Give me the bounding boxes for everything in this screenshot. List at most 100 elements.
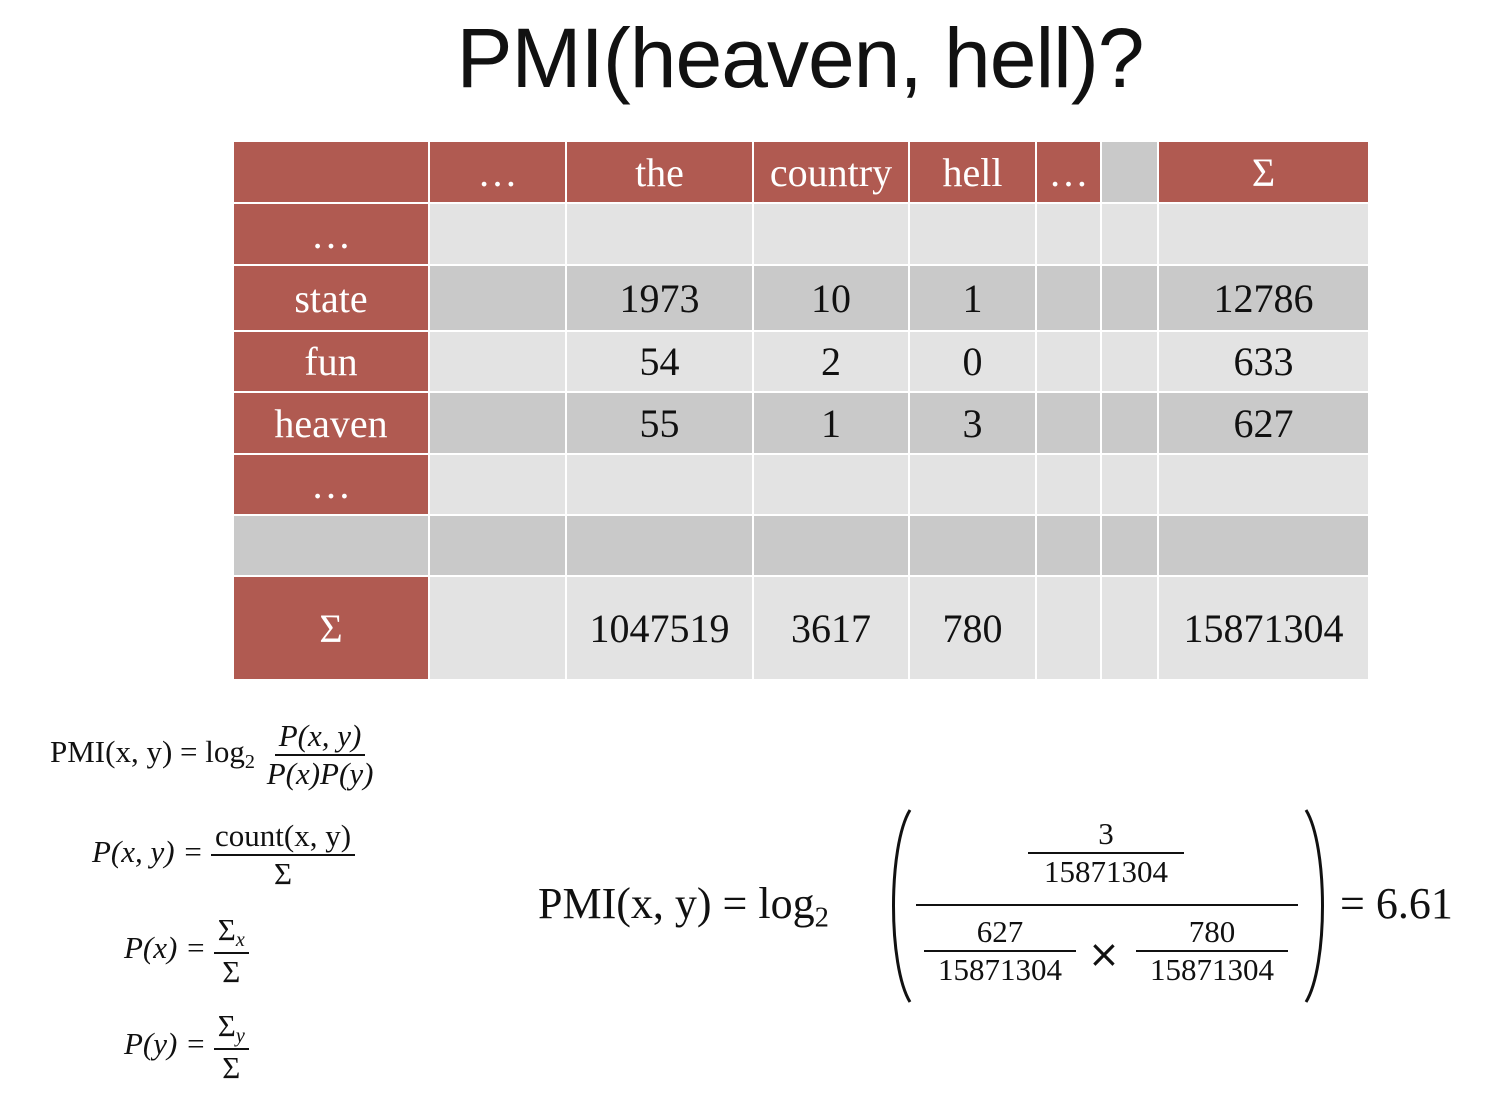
table-cell xyxy=(910,204,1037,266)
row-header: … xyxy=(234,204,430,266)
log-base: 2 xyxy=(244,750,255,773)
table-cell xyxy=(1102,577,1159,681)
column-header-ellipsis-left: … xyxy=(430,142,567,204)
py-lhs: P(y) = xyxy=(124,1026,207,1062)
table-cell xyxy=(430,577,567,681)
calc-log-base: 2 xyxy=(814,902,829,934)
table-cell xyxy=(1102,393,1159,455)
table-cell xyxy=(1037,266,1102,332)
table-cell: 780 xyxy=(910,577,1037,681)
table-cell xyxy=(1102,266,1159,332)
x-count: 627 xyxy=(976,914,1024,949)
column-header-ellipsis-right: … xyxy=(1037,142,1102,204)
table-cell: 0 xyxy=(910,332,1037,393)
table-cell xyxy=(430,516,567,577)
table-cell xyxy=(910,516,1037,577)
calc-lhs: PMI(x, y) = xyxy=(538,879,748,928)
table-cell: 55 xyxy=(567,393,754,455)
table-cell xyxy=(430,266,567,332)
px-definition: P(x) = Σx Σ xyxy=(124,912,249,990)
table-cell: 1 xyxy=(754,393,910,455)
py-subscript: y xyxy=(235,1025,245,1048)
column-header-sum: Σ xyxy=(1159,142,1370,204)
table-cell xyxy=(1037,204,1102,266)
table-cell: 15871304 xyxy=(1159,577,1370,681)
px-fraction: Σx Σ xyxy=(213,912,249,990)
table-cell xyxy=(430,332,567,393)
table-cell xyxy=(430,204,567,266)
table-cell xyxy=(1037,332,1102,393)
left-paren xyxy=(892,809,912,1003)
row-header: Σ xyxy=(234,577,430,681)
column-header-spacer xyxy=(1102,142,1159,204)
table-cell xyxy=(1037,577,1102,681)
row-header: fun xyxy=(234,332,430,393)
table-cell xyxy=(1102,516,1159,577)
slide-title: PMI(heaven, hell)? xyxy=(456,11,1144,105)
pmi-definition: PMI(x, y) = log2 P(x, y) P(x)P(y) xyxy=(50,718,377,791)
table-cell xyxy=(910,455,1037,516)
table-cell xyxy=(754,455,910,516)
table-cell xyxy=(567,204,754,266)
table-cell xyxy=(430,393,567,455)
table-cell: 2 xyxy=(754,332,910,393)
times-sign: × xyxy=(1088,932,1120,976)
x-total: 15871304 xyxy=(938,952,1062,987)
row-header: heaven xyxy=(234,393,430,455)
column-header-corner xyxy=(234,142,430,204)
pxy-fraction: count(x, y) Σ xyxy=(211,818,356,891)
sigma-symbol: Σ xyxy=(217,1008,236,1043)
px-numerator: Σx xyxy=(213,912,249,955)
row-header: state xyxy=(234,266,430,332)
py-numerator: Σy xyxy=(213,1008,249,1051)
column-header-hell: hell xyxy=(910,142,1037,204)
table-cell: 1 xyxy=(910,266,1037,332)
py-denominator: Σ xyxy=(222,1050,241,1086)
table-cell xyxy=(1102,204,1159,266)
pxy-definition: P(x, y) = count(x, y) Σ xyxy=(92,818,356,891)
main-fraction-bar xyxy=(916,904,1298,906)
py-definition: P(y) = Σy Σ xyxy=(124,1008,249,1086)
y-total: 15871304 xyxy=(1150,952,1274,987)
table-cell xyxy=(1037,393,1102,455)
sigma-symbol: Σ xyxy=(217,912,236,947)
joint-total: 15871304 xyxy=(1044,854,1168,889)
table-cell xyxy=(1159,455,1370,516)
px-denominator: Σ xyxy=(222,954,241,990)
table-cell: 627 xyxy=(1159,393,1370,455)
pmi-denominator: P(x)P(y) xyxy=(266,755,374,791)
joint-count: 3 xyxy=(1098,816,1114,851)
table-cell xyxy=(1159,204,1370,266)
px-lhs: P(x) = xyxy=(124,930,207,966)
table-cell xyxy=(754,516,910,577)
pxy-numerator: count(x, y) xyxy=(211,818,356,856)
table-cell: 1047519 xyxy=(567,577,754,681)
table-cell xyxy=(1102,332,1159,393)
table-cell: 3 xyxy=(910,393,1037,455)
table-cell xyxy=(1037,516,1102,577)
px-subscript: x xyxy=(235,929,245,952)
y-count: 780 xyxy=(1188,914,1236,949)
pmi-lhs: PMI(x, y) = xyxy=(50,733,198,769)
table-cell xyxy=(1159,516,1370,577)
separator-row xyxy=(234,516,430,577)
pxy-lhs: P(x, y) = xyxy=(92,833,204,869)
table-cell: 1973 xyxy=(567,266,754,332)
table-cell xyxy=(754,204,910,266)
table-cell: 633 xyxy=(1159,332,1370,393)
table-cell xyxy=(567,455,754,516)
row-header: … xyxy=(234,455,430,516)
column-header-country: country xyxy=(754,142,910,204)
pmi-numerator: P(x, y) xyxy=(274,718,366,756)
log-label: log xyxy=(205,733,245,769)
table-cell xyxy=(1102,455,1159,516)
pmi-fraction: P(x, y) P(x)P(y) xyxy=(263,718,378,791)
table-cell xyxy=(567,516,754,577)
table-cell xyxy=(430,455,567,516)
pxy-denominator: Σ xyxy=(274,855,293,891)
table-cell: 54 xyxy=(567,332,754,393)
calc-log: log xyxy=(758,879,815,928)
py-fraction: Σy Σ xyxy=(213,1008,249,1086)
column-header-the: the xyxy=(567,142,754,204)
table-cell: 10 xyxy=(754,266,910,332)
